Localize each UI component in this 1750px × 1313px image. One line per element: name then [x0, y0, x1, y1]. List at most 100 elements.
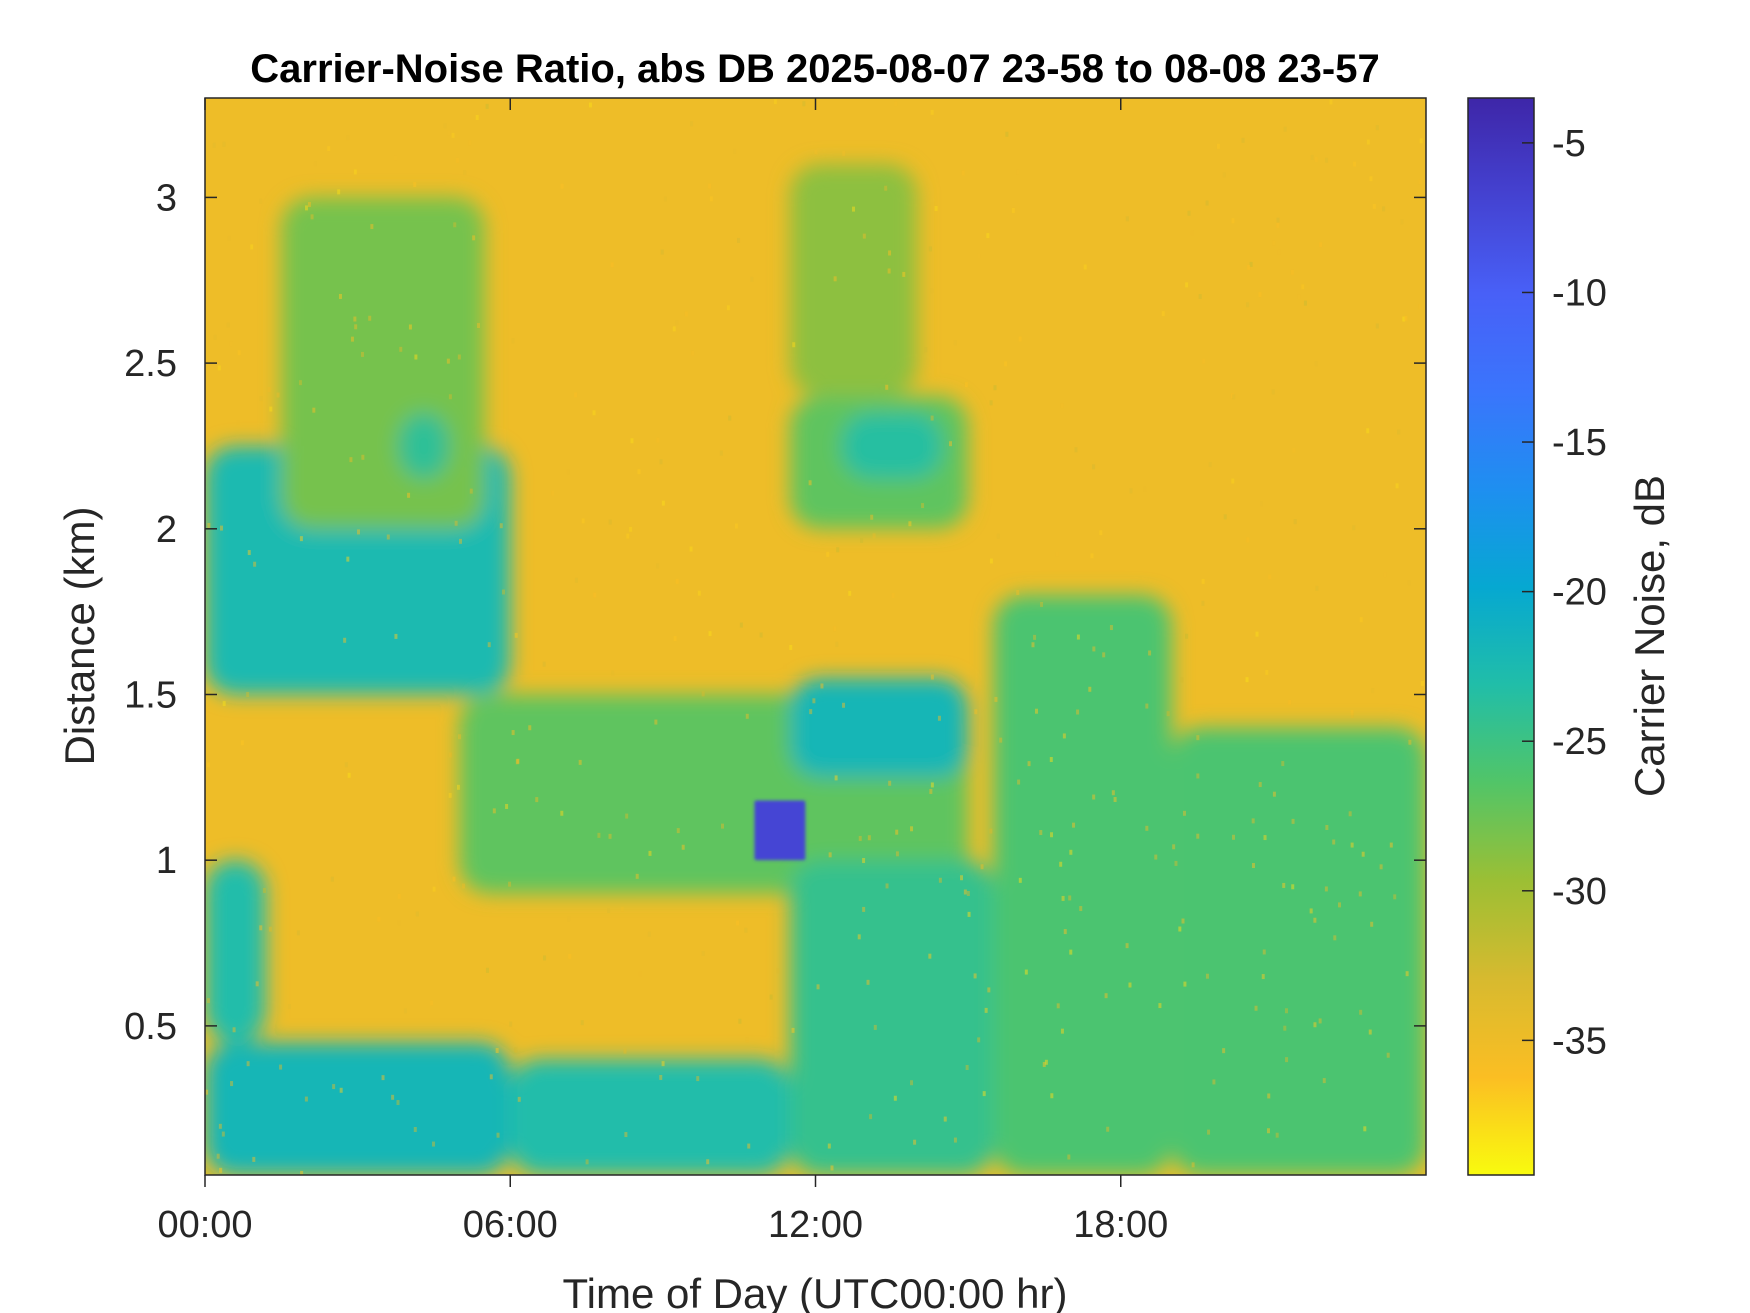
texture-cell — [489, 1074, 493, 1080]
y-tick-label: 0.5 — [124, 1006, 177, 1048]
texture-cell — [836, 547, 840, 553]
texture-cell — [1034, 708, 1038, 714]
texture-cell — [1111, 790, 1115, 796]
texture-cell — [626, 533, 630, 539]
texture-cell — [1324, 886, 1328, 892]
texture-cell — [332, 1084, 336, 1090]
texture-cell — [738, 1018, 742, 1024]
texture-cell — [744, 927, 748, 933]
texture-cell — [1222, 1048, 1226, 1054]
texture-cell — [516, 758, 520, 764]
texture-cell — [1281, 761, 1285, 767]
texture-cell — [862, 233, 866, 239]
y-axis-label: Distance (km) — [56, 506, 103, 765]
texture-cell — [456, 784, 460, 790]
texture-cell — [514, 1047, 518, 1053]
texture-cell — [551, 490, 555, 496]
texture-cell — [1202, 358, 1206, 364]
y-axis: 0.5 1 1.5 2 2.5 3 — [124, 177, 1426, 1048]
texture-cell — [339, 1087, 343, 1093]
texture-cell — [415, 911, 419, 917]
texture-cell — [858, 835, 862, 841]
texture-cell — [300, 1170, 304, 1175]
texture-cell — [965, 1064, 969, 1070]
texture-cell — [629, 526, 633, 532]
texture-cell — [1039, 830, 1043, 836]
texture-cell — [765, 422, 769, 428]
texture-cell — [485, 103, 489, 109]
texture-cell — [246, 692, 250, 698]
texture-cell — [943, 1116, 947, 1122]
colorbar-tick-label: -10 — [1552, 272, 1607, 314]
texture-cell — [1246, 302, 1250, 308]
texture-cell — [1182, 810, 1186, 816]
texture-cell — [701, 950, 705, 956]
texture-cell — [514, 632, 518, 638]
texture-cell — [866, 979, 870, 985]
texture-cell — [1018, 336, 1022, 342]
texture-cell — [1074, 447, 1078, 453]
texture-cell — [857, 934, 861, 940]
texture-cell — [578, 759, 582, 765]
texture-cell — [689, 546, 693, 552]
texture-cell — [1063, 929, 1067, 935]
texture-cell — [1303, 300, 1307, 306]
texture-cell — [701, 691, 705, 697]
texture-cell — [629, 536, 633, 542]
texture-cell — [448, 792, 452, 798]
texture-cell — [870, 514, 874, 520]
texture-cell — [447, 130, 451, 136]
texture-cell — [397, 893, 401, 899]
colorbar-tick-label: -35 — [1552, 1020, 1607, 1062]
texture-cell — [1368, 1029, 1372, 1035]
texture-cell — [986, 233, 990, 239]
texture-cell — [1254, 1005, 1258, 1011]
heatmap-region — [790, 677, 969, 778]
texture-cell — [611, 670, 615, 676]
texture-cell — [1061, 895, 1065, 901]
texture-cell — [747, 1143, 751, 1149]
texture-cell — [446, 358, 450, 364]
texture-cell — [287, 1004, 291, 1010]
texture-cell — [867, 835, 871, 841]
texture-cell — [386, 534, 390, 540]
texture-cell — [221, 1131, 225, 1137]
texture-cell — [560, 810, 564, 816]
texture-cell — [1076, 709, 1080, 715]
texture-cell — [750, 276, 754, 282]
texture-cell — [1285, 1057, 1289, 1063]
texture-cell — [1283, 1025, 1287, 1031]
texture-cell — [1350, 842, 1354, 848]
texture-cell — [672, 326, 676, 332]
texture-cell — [1191, 1162, 1195, 1168]
texture-cell — [994, 696, 998, 702]
texture-cell — [1262, 949, 1266, 955]
texture-cell — [675, 578, 679, 584]
texture-cell — [391, 1094, 395, 1100]
plot-area — [205, 98, 1426, 1175]
texture-cell — [237, 350, 241, 356]
texture-cell — [902, 271, 906, 277]
texture-cell — [993, 385, 997, 391]
texture-cell — [360, 351, 364, 357]
texture-cell — [1245, 677, 1249, 683]
texture-cell — [1310, 154, 1314, 160]
texture-cell — [1044, 1059, 1048, 1065]
texture-cell — [930, 288, 934, 294]
texture-cell — [1395, 483, 1399, 489]
texture-cell — [304, 1096, 308, 1102]
texture-cell — [769, 994, 773, 1000]
texture-cell — [1283, 126, 1287, 132]
texture-cell — [888, 780, 892, 786]
texture-cell — [1092, 794, 1096, 800]
x-tick-label: 18:00 — [1073, 1204, 1168, 1246]
texture-cell — [568, 953, 572, 959]
texture-cell — [508, 881, 512, 887]
texture-cell — [1338, 902, 1342, 908]
texture-cell — [1405, 971, 1409, 977]
texture-cell — [1329, 99, 1333, 105]
texture-cell — [542, 661, 546, 667]
texture-cell — [989, 558, 993, 564]
texture-cell — [397, 920, 401, 926]
texture-cell — [638, 971, 642, 977]
